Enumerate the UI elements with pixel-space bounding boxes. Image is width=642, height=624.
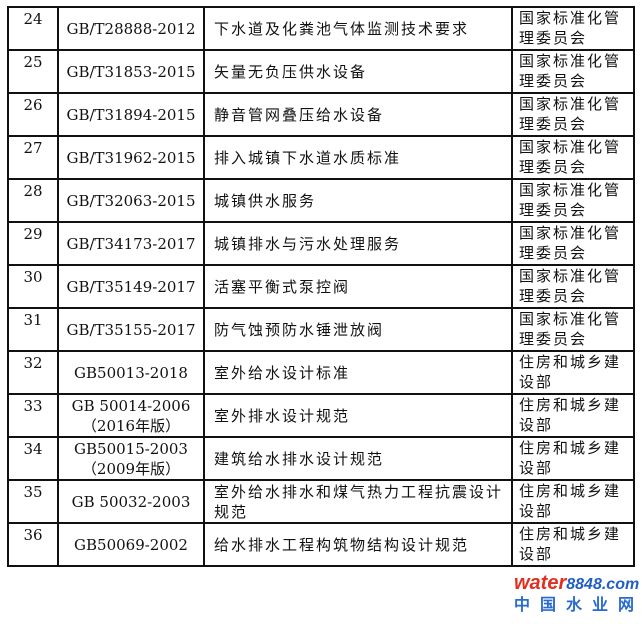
standard-code: GB50069-2002 [57,522,205,567]
issuing-org: 住房和城乡建设部 [511,479,635,524]
standard-name: 活塞平衡式泵控阀 [203,264,513,309]
standard-name: 室外给水设计标准 [203,350,513,395]
row-number: 27 [7,135,59,180]
standard-name: 建筑给水排水设计规范 [203,436,513,481]
standard-name: 给水排水工程构筑物结构设计规范 [203,522,513,567]
issuing-org: 国家标准化管理委员会 [511,264,635,309]
table-row: 26 GB/T31894-2015 静音管网叠压给水设备 国家标准化管理委员会 [7,92,635,137]
standard-name: 矢量无负压供水设备 [203,49,513,94]
row-number: 24 [7,6,59,51]
standard-name: 城镇排水与污水处理服务 [203,221,513,266]
standard-name: 防气蚀预防水锤泄放阀 [203,307,513,352]
table-row: 25 GB/T31853-2015 矢量无负压供水设备 国家标准化管理委员会 [7,49,635,94]
standard-code: GB50015-2003（2009年版） [57,436,205,481]
row-number: 33 [7,393,59,438]
row-number: 26 [7,92,59,137]
row-number: 36 [7,522,59,567]
issuing-org: 住房和城乡建设部 [511,393,635,438]
table-row: 28 GB/T32063-2015 城镇供水服务 国家标准化管理委员会 [7,178,635,223]
issuing-org: 国家标准化管理委员会 [511,178,635,223]
standard-code: GB/T34173-2017 [57,221,205,266]
standard-code: GB50013-2018 [57,350,205,395]
issuing-org: 国家标准化管理委员会 [511,49,635,94]
watermark-cn: 中国水业网 [514,597,642,614]
standard-code: GB 50032-2003 [57,479,205,524]
standard-code: GB/T35155-2017 [57,307,205,352]
row-number: 29 [7,221,59,266]
row-number: 25 [7,49,59,94]
standard-code: GB/T31894-2015 [57,92,205,137]
table-row: 34 GB50015-2003（2009年版） 建筑给水排水设计规范 住房和城乡建设部 [7,436,635,481]
table-row: 24 GB/T28888-2012 下水道及化粪池气体监测技术要求 国家标准化管理委员… [7,6,635,51]
table-row: 32 GB50013-2018 室外给水设计标准 住房和城乡建设部 [7,350,635,395]
standard-name: 室外给水排水和煤气热力工程抗震设计规范 [203,479,513,524]
issuing-org: 住房和城乡建设部 [511,436,635,481]
standard-code: GB/T31962-2015 [57,135,205,180]
standard-name: 静音管网叠压给水设备 [203,92,513,137]
table-row: 27 GB/T31962-2015 排入城镇下水道水质标准 国家标准化管理委员会 [7,135,635,180]
standard-code: GB/T28888-2012 [57,6,205,51]
standard-code: GB/T32063-2015 [57,178,205,223]
standard-name: 排入城镇下水道水质标准 [203,135,513,180]
issuing-org: 住房和城乡建设部 [511,350,635,395]
table-row: 29 GB/T34173-2017 城镇排水与污水处理服务 国家标准化管理委员会 [7,221,635,266]
standard-name: 城镇供水服务 [203,178,513,223]
standard-code: GB/T31853-2015 [57,49,205,94]
row-number: 30 [7,264,59,309]
row-number: 34 [7,436,59,481]
standard-name: 下水道及化粪池气体监测技术要求 [203,6,513,51]
row-number: 35 [7,479,59,524]
table-row: 33 GB 50014-2006（2016年版） 室外排水设计规范 住房和城乡建设部 [7,393,635,438]
row-number: 32 [7,350,59,395]
watermark-domain: 8848.com [566,576,640,593]
table-row: 31 GB/T35155-2017 防气蚀预防水锤泄放阀 国家标准化管理委员会 [7,307,635,352]
standard-name: 室外排水设计规范 [203,393,513,438]
table-row: 36 GB50069-2002 给水排水工程构筑物结构设计规范 住房和城乡建设部 [7,522,635,567]
watermark-brand: water [514,572,567,594]
issuing-org: 住房和城乡建设部 [511,522,635,567]
table-row: 30 GB/T35149-2017 活塞平衡式泵控阀 国家标准化管理委员会 [7,264,635,309]
issuing-org: 国家标准化管理委员会 [511,6,635,51]
standard-code: GB/T35149-2017 [57,264,205,309]
row-number: 28 [7,178,59,223]
issuing-org: 国家标准化管理委员会 [511,135,635,180]
issuing-org: 国家标准化管理委员会 [511,221,635,266]
issuing-org: 国家标准化管理委员会 [511,307,635,352]
standard-code: GB 50014-2006（2016年版） [57,393,205,438]
table-row: 35 GB 50032-2003 室外给水排水和煤气热力工程抗震设计规范 住房和城乡建… [7,479,635,524]
row-number: 31 [7,307,59,352]
watermark-logo: water8848.com 中国水业网 [514,572,639,618]
standards-table: 24 GB/T28888-2012 下水道及化粪池气体监测技术要求 国家标准化管理委员… [7,6,635,567]
issuing-org: 国家标准化管理委员会 [511,92,635,137]
